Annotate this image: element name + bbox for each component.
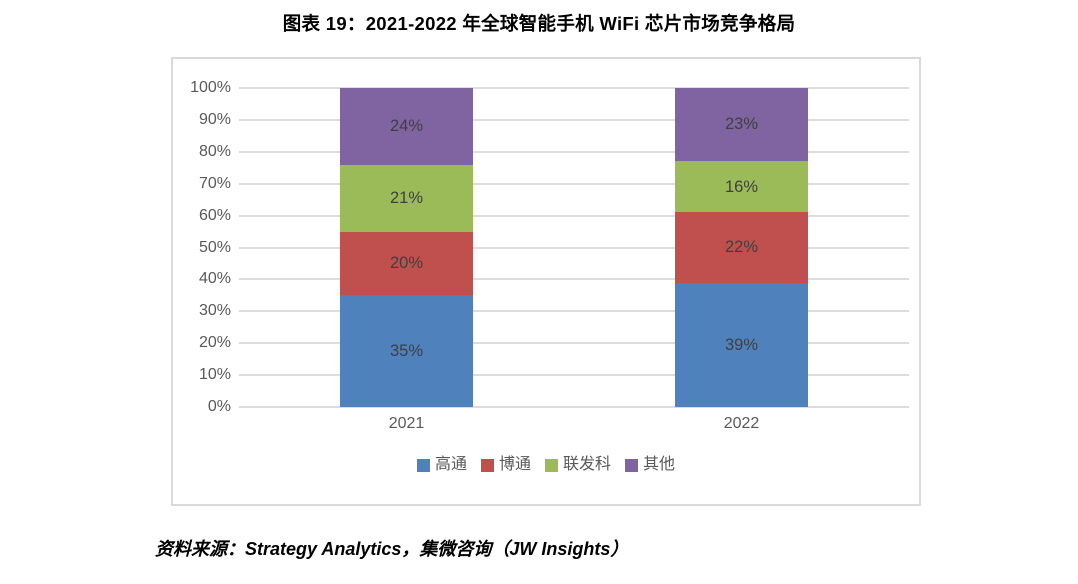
gridline <box>239 246 909 249</box>
x-axis-tick-label-2022: 2022 <box>723 415 760 432</box>
legend-label: 联发科 <box>563 456 612 473</box>
bar-segment-value-label: 24% <box>389 117 424 136</box>
legend-swatch-icon <box>625 458 639 472</box>
plot-area: 24% 21% 20% 35% 23% 16% 22% 39% <box>239 87 909 408</box>
bar-segment-value-label: 16% <box>724 177 759 196</box>
gridline <box>239 342 909 345</box>
legend-label: 其他 <box>643 456 676 473</box>
bar-segment-value-label: 35% <box>389 341 424 360</box>
gridline <box>239 278 909 281</box>
gridline <box>239 310 909 313</box>
y-axis-tick-label: 90% <box>198 110 231 128</box>
legend-swatch-icon <box>545 458 558 472</box>
chart-frame: 0% 10% 20% 30% 40% 50% 60% 70% 80% 90% 100% 24% 21%… <box>171 57 921 506</box>
legend-swatch-icon <box>416 458 430 472</box>
bar-segment-value-label: 20% <box>389 254 424 273</box>
x-axis: 2021 2022 <box>239 407 909 437</box>
bar-segment-value-label: 23% <box>724 115 759 134</box>
bar-segment-value-label: 22% <box>724 238 759 257</box>
bar-segment-其他-2021[interactable]: 24% <box>340 88 473 165</box>
chart-legend: 高通 博通 联发科 其他 <box>173 457 919 473</box>
y-axis-tick-label: 30% <box>198 302 231 320</box>
legend-item-高通[interactable]: 高通 <box>416 456 467 473</box>
x-axis-tick-label-2021: 2021 <box>388 415 425 432</box>
bar-stack-2022[interactable]: 23% 16% 22% 39% <box>675 88 808 407</box>
page-title: 图表 19：2021-2022 年全球智能手机 WiFi 芯片市场竞争格局 <box>282 13 796 34</box>
bar-segment-value-label: 21% <box>389 188 424 207</box>
gridline <box>239 214 909 217</box>
gridline <box>239 406 909 408</box>
y-axis-tick-label: 80% <box>198 142 231 160</box>
legend-swatch-icon <box>480 458 494 472</box>
y-axis-tick-label: 20% <box>198 334 231 352</box>
bar-segment-其他-2022[interactable]: 23% <box>675 88 808 162</box>
y-axis-tick-label: 100% <box>190 79 231 96</box>
gridline <box>239 150 909 153</box>
legend-label: 博通 <box>498 456 531 473</box>
bar-segment-联发科-2022[interactable]: 16% <box>675 161 808 213</box>
legend-label: 高通 <box>434 456 467 473</box>
bar-segment-value-label: 39% <box>724 335 759 354</box>
bar-segment-联发科-2021[interactable]: 21% <box>340 164 473 232</box>
bar-stack-2021[interactable]: 24% 21% 20% 35% <box>340 88 473 407</box>
gridline <box>239 118 909 121</box>
source-note: 资料来源：Strategy Analytics，集微咨询（JW Insights… <box>155 539 629 559</box>
gridline <box>239 87 909 89</box>
bar-segment-高通-2022[interactable]: 39% <box>675 282 808 407</box>
y-axis-tick-label: 70% <box>198 174 231 192</box>
y-axis-tick-label: 0% <box>207 398 231 415</box>
legend-item-博通[interactable]: 博通 <box>480 456 531 473</box>
legend-item-联发科[interactable]: 联发科 <box>545 457 611 473</box>
y-axis-tick-label: 60% <box>198 206 231 224</box>
y-axis: 0% 10% 20% 30% 40% 50% 60% 70% 80% 90% 100% <box>173 80 231 415</box>
bar-segment-高通-2021[interactable]: 35% <box>340 295 473 407</box>
gridline <box>239 374 909 377</box>
legend-item-其他[interactable]: 其他 <box>625 457 675 473</box>
y-axis-tick-label: 10% <box>198 366 231 384</box>
bar-segment-博通-2021[interactable]: 20% <box>340 231 473 296</box>
y-axis-tick-label: 50% <box>198 238 231 256</box>
bar-segment-博通-2022[interactable]: 22% <box>675 212 808 283</box>
y-axis-tick-label: 40% <box>198 270 231 288</box>
gridline <box>239 182 909 185</box>
